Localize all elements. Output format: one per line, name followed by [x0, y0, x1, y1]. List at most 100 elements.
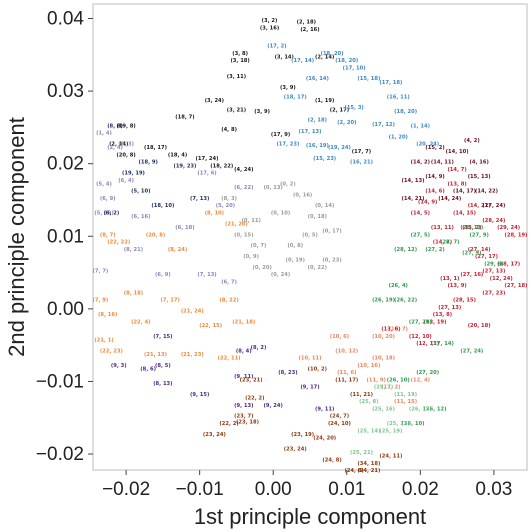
data-point-label: (8, 21): [124, 247, 143, 253]
data-point-label: (26, 19): [372, 298, 395, 304]
data-point-label: (10, 12): [335, 348, 358, 354]
point-series: (8, 7) (20, 8)(8, 10)(21, 20)(22, 22)(8, …: [92, 210, 255, 361]
data-point-label: (27, 9): [462, 250, 481, 256]
data-point-label: (2, 14): [109, 142, 128, 148]
plot-frame: [92, 3, 528, 471]
data-point-label: (13, 6): [381, 327, 400, 333]
data-point-label: (20, 24): [416, 142, 439, 148]
data-point-label: (0, 9): [243, 254, 259, 260]
data-point-label: (5, 20): [216, 203, 235, 209]
data-point-label: (27, 16): [460, 272, 483, 278]
data-point-label: (3, 14): [275, 54, 294, 60]
data-point-label: (19, 19): [122, 171, 145, 177]
data-point-label: (14, 2): [411, 160, 430, 166]
data-point-label: (17, 2): [267, 44, 286, 50]
data-point-label: (11, 6): [337, 370, 356, 376]
data-point-label: (26, 10): [401, 421, 424, 427]
data-point-label: (10, 6): [330, 334, 349, 340]
y-axis-ticks: −0.02 −0.01 0.00 0.01 0.02 0.03 0.04: [36, 9, 93, 465]
data-point-label: (12, 10): [409, 334, 432, 340]
data-point-label: (10, 20): [372, 334, 395, 340]
data-point-label: (20, 8): [146, 232, 165, 238]
data-point-label: (14, 13): [401, 178, 424, 184]
point-series: (23, 21)(22, 2)(22, 2)(23, 7)(23, 18)(23…: [203, 367, 403, 475]
data-point-label: (25, 8): [359, 399, 378, 405]
data-point-label: (0, 19): [286, 258, 305, 264]
data-point-label: (14, 10): [446, 149, 469, 155]
data-point-label: (14, 15): [453, 210, 476, 216]
x-tick-label: 0.01: [328, 479, 365, 500]
data-point-label: (28, 19): [504, 232, 527, 238]
data-point-label: (28, 24): [482, 218, 505, 224]
data-point-label: (11, 21): [350, 392, 373, 398]
data-point-label: (14, 17): [453, 189, 476, 195]
point-series: (25, 8)(25, 16)(25, 13)(25, 14) (25, 19)(…: [350, 385, 432, 456]
data-point-label: (0, 10): [271, 210, 290, 216]
data-point-label: (3, 18): [230, 58, 249, 64]
y-tick-label: 0.01: [47, 226, 84, 247]
data-point-label: (8, 13): [153, 381, 172, 387]
data-point-label: (2, 14): [315, 54, 334, 60]
data-point-label: (13, 2): [462, 225, 481, 231]
data-point-label: (5, 4): [96, 181, 112, 187]
data-point-label: (9, 24): [264, 403, 283, 409]
data-point-label: (12, 24): [490, 276, 513, 282]
data-point-label: (8, 18): [124, 290, 143, 296]
data-point-label: (5, 10): [131, 189, 150, 195]
data-point-label: (17, 12): [372, 122, 395, 128]
data-point-label: (22, 2): [219, 421, 238, 427]
data-point-label: (26, 4): [389, 283, 408, 289]
data-point-label: (8, 4): [236, 348, 252, 354]
data-point-label: (3, 11): [227, 74, 246, 80]
data-point-label: (27, 14): [468, 247, 491, 253]
data-point-label: (0, 18): [308, 214, 327, 220]
point-series: (17, 2)(18, 20)(18, 20)(17, 14)(17, 10)(…: [267, 44, 439, 166]
data-point-label: (8, 16): [98, 312, 117, 318]
data-point-label: (1, 14): [411, 123, 430, 129]
data-point-label: (0, 17): [322, 229, 341, 235]
data-point-label: (28, 12): [394, 247, 417, 253]
data-point-label: (13, 11): [431, 225, 454, 231]
data-point-label: (26, 13): [409, 406, 432, 412]
data-point-label: (17, 14): [291, 58, 314, 64]
data-point-label: (11, 17): [335, 377, 358, 383]
data-point-label: (8, 24): [168, 247, 187, 253]
data-point-label: (23, 19): [291, 432, 314, 438]
data-point-label: (6, 2): [104, 210, 120, 216]
data-point-label: (24, 11): [379, 454, 402, 460]
data-point-label: (7, 15): [153, 334, 172, 340]
data-point-label: (16, 14): [306, 76, 329, 82]
data-point-label: (15, 13): [468, 174, 491, 180]
data-point-label: (21, 1): [94, 338, 113, 344]
data-point-label: (6, 4): [118, 178, 134, 184]
data-point-label: (27, 24): [482, 203, 505, 209]
x-tick-label: 0.02: [402, 479, 439, 500]
data-points: (3, 2) (2, 18) (3, 16) (2, 16) (3, 8) (3, 14)…: [92, 18, 527, 474]
point-series: (7, 15) (9, 3) (8, 6)(8, 5) (8, 4)(8, 2) (9,…: [111, 334, 335, 413]
data-point-label: (17, 13): [299, 129, 322, 135]
point-series: (10, 6) (10, 20)(10, 7)(10, 12)(10, 16)(1…: [299, 327, 431, 406]
data-point-label: (14, 7): [447, 167, 466, 173]
data-point-label: (11, 2): [381, 385, 400, 391]
data-point-label: (17, 18): [379, 80, 402, 86]
data-point-label: (6, 9): [155, 272, 171, 278]
data-point-label: (0, 5): [302, 232, 318, 238]
data-point-label: (0, 24): [271, 272, 290, 278]
data-point-label: (3, 21): [227, 107, 246, 113]
data-point-label: (28, 15): [453, 298, 476, 304]
data-point-label: (25, 19): [379, 428, 402, 434]
data-point-label: (19, 8): [116, 123, 135, 129]
data-point-label: (0, 16): [293, 192, 312, 198]
data-point-label: (9, 17): [300, 385, 319, 391]
data-point-label: (27, 20): [409, 319, 432, 325]
y-tick-label: −0.01: [36, 371, 84, 392]
data-point-label: (0, 13): [264, 185, 283, 191]
data-point-label: (14, 9): [418, 200, 437, 206]
data-point-label: (15, 3): [344, 105, 363, 111]
data-point-label: (14, 22): [475, 189, 498, 195]
data-point-label: (8, 8): [107, 123, 123, 129]
data-point-label: (8, 2): [251, 345, 267, 351]
data-point-label: (27, 18): [504, 283, 527, 289]
data-point-label: (4, 24): [234, 167, 253, 173]
